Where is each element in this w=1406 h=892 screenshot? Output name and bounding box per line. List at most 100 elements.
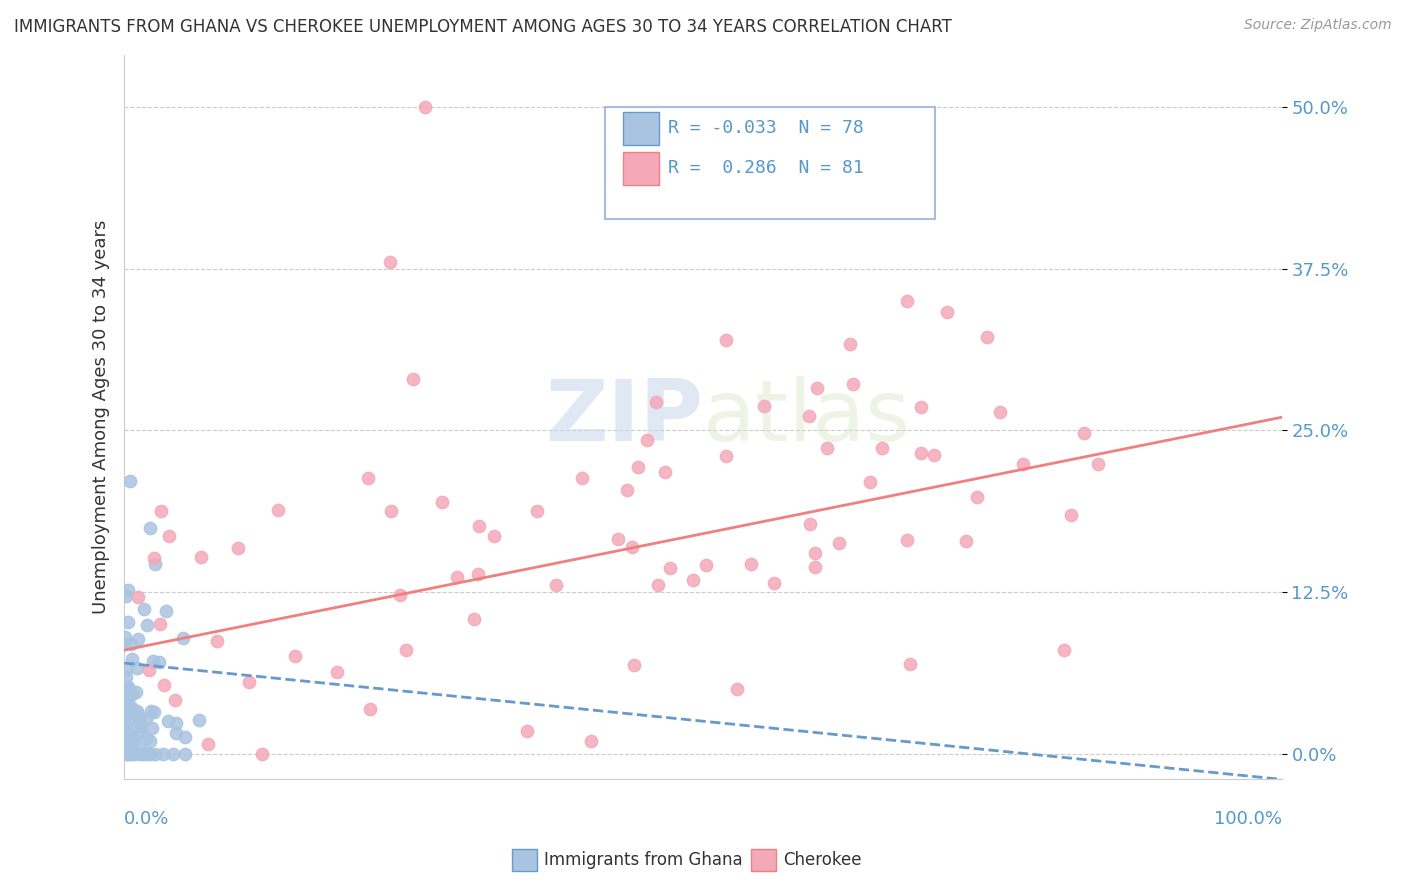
Point [127, 590, 149, 604]
Point [284, 649, 307, 664]
Point [526, 504, 548, 518]
Point [1011, 457, 1033, 471]
Point [112, 637, 135, 651]
Point [797, 409, 820, 423]
Point [115, 736, 138, 750]
Point [114, 721, 136, 735]
Point [136, 618, 159, 632]
Point [172, 631, 194, 645]
Point [623, 658, 645, 673]
Point [516, 724, 538, 739]
Point [654, 465, 676, 479]
Point [197, 737, 219, 751]
Point [141, 722, 163, 736]
Point [159, 529, 181, 543]
Point [127, 661, 149, 675]
Point [129, 742, 152, 756]
Point [859, 475, 882, 489]
Point [714, 333, 737, 347]
Point [804, 559, 827, 574]
Point [118, 746, 141, 760]
Point [1053, 643, 1076, 657]
Point [228, 541, 250, 555]
Point [627, 460, 650, 475]
Point [120, 637, 142, 651]
Point [117, 680, 139, 694]
Point [806, 381, 828, 395]
Point [127, 632, 149, 646]
Point [121, 747, 143, 761]
Point [125, 704, 148, 718]
Point [571, 471, 593, 485]
Point [122, 733, 145, 747]
Point [910, 446, 932, 460]
Point [842, 376, 865, 391]
Point [238, 674, 260, 689]
Point [896, 533, 918, 547]
Point [114, 590, 136, 604]
Point [139, 747, 162, 761]
Point [188, 713, 211, 727]
Point [115, 681, 138, 695]
Point [139, 704, 162, 718]
Point [870, 441, 893, 455]
Point [579, 733, 602, 747]
Point [139, 734, 162, 748]
Point [117, 747, 139, 761]
Point [120, 702, 142, 716]
Point [467, 566, 489, 581]
Point [114, 716, 136, 731]
Point [114, 682, 136, 697]
Point [124, 721, 146, 735]
Point [142, 705, 165, 719]
Point [910, 401, 932, 415]
Point [725, 681, 748, 696]
Point [129, 725, 152, 739]
Point [896, 294, 918, 309]
Point [153, 678, 176, 692]
Point [166, 715, 188, 730]
Point [174, 730, 197, 744]
Point [114, 720, 136, 734]
Point [127, 713, 149, 727]
Point [1073, 426, 1095, 441]
Point [395, 642, 418, 657]
Point [117, 732, 139, 747]
Point [134, 602, 156, 616]
Point [155, 604, 177, 618]
Point [482, 529, 505, 543]
Point [616, 483, 638, 498]
Point [138, 663, 160, 677]
Text: R =  0.286  N = 81: R = 0.286 N = 81 [668, 159, 863, 178]
Point [143, 550, 166, 565]
Point [636, 433, 658, 447]
Point [117, 583, 139, 598]
Point [157, 714, 180, 728]
Point [129, 719, 152, 733]
Point [117, 615, 139, 629]
Point [114, 631, 136, 645]
Point [114, 708, 136, 723]
Point [762, 575, 785, 590]
Point [115, 670, 138, 684]
Point [463, 612, 485, 626]
Y-axis label: Unemployment Among Ages 30 to 34 years: Unemployment Among Ages 30 to 34 years [93, 220, 110, 615]
Point [135, 712, 157, 726]
Point [682, 573, 704, 587]
Point [152, 747, 174, 761]
Point [143, 557, 166, 571]
Point [380, 503, 402, 517]
Text: R = -0.033  N = 78: R = -0.033 N = 78 [668, 119, 863, 137]
Point [149, 504, 172, 518]
Point [162, 747, 184, 761]
Point [922, 448, 945, 462]
Point [128, 747, 150, 761]
Point [388, 589, 411, 603]
Point [165, 693, 187, 707]
Text: Source: ZipAtlas.com: Source: ZipAtlas.com [1244, 18, 1392, 32]
Point [135, 747, 157, 761]
Point [325, 665, 347, 679]
Point [359, 702, 381, 716]
Text: Immigrants from Ghana: Immigrants from Ghana [544, 851, 742, 869]
Point [546, 578, 568, 592]
